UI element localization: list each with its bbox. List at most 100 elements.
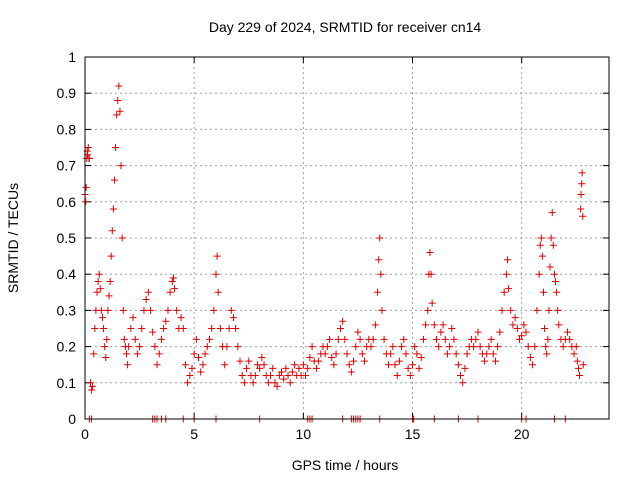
data-point [124, 361, 132, 369]
data-point [271, 379, 279, 387]
data-point [117, 162, 125, 170]
data-point [498, 306, 506, 314]
data-point [526, 353, 534, 361]
data-point [162, 317, 170, 325]
data-point [384, 361, 392, 369]
data-point [389, 343, 397, 351]
data-point [548, 209, 556, 217]
data-point [151, 343, 159, 351]
y-tick-label: 1 [68, 49, 76, 65]
data-point [82, 198, 90, 206]
data-point [387, 350, 395, 358]
data-point [343, 350, 351, 358]
data-point [345, 361, 353, 369]
data-point [216, 325, 224, 332]
y-tick-label: 0.2 [57, 339, 77, 355]
data-point [549, 241, 557, 249]
data-point [476, 343, 484, 351]
data-point [339, 317, 347, 325]
data-point [169, 274, 177, 282]
data-point [448, 325, 456, 332]
data-point [108, 227, 116, 235]
x-tick-label: 10 [296, 426, 312, 442]
data-point [459, 379, 467, 387]
data-point [131, 335, 139, 343]
data-point [184, 379, 192, 387]
data-point [511, 314, 519, 322]
data-point [485, 343, 493, 351]
data-point [286, 379, 294, 387]
data-point [332, 350, 340, 358]
data-point [264, 379, 272, 387]
data-point [186, 372, 194, 380]
data-point [330, 361, 338, 369]
data-point [177, 314, 185, 322]
data-point [136, 343, 144, 351]
data-point [406, 372, 414, 380]
data-point [356, 335, 364, 343]
data-point [377, 270, 385, 278]
data-point [127, 325, 135, 332]
data-point [491, 357, 499, 365]
y-ticks: 0 0.1 0.2 0.3 0.4 0.5 0.6 0.7 0.8 0.9 1 [57, 49, 609, 427]
data-point [315, 357, 323, 365]
data-point [513, 325, 521, 332]
data-point [195, 353, 203, 361]
data-point [570, 350, 578, 358]
data-point [142, 296, 150, 304]
data-point [529, 361, 537, 369]
data-point [120, 335, 128, 343]
data-point [536, 241, 544, 249]
data-point [140, 306, 148, 314]
data-point [96, 285, 104, 293]
data-point [240, 379, 248, 387]
data-point [437, 328, 445, 336]
data-point [280, 375, 288, 383]
data-point [374, 288, 382, 296]
data-point [106, 277, 114, 285]
data-point [105, 292, 113, 300]
data-point [535, 270, 543, 278]
data-point [234, 343, 242, 351]
data-point [577, 205, 585, 213]
data-point [282, 364, 290, 372]
data-point [107, 252, 115, 260]
data-point [417, 353, 425, 361]
data-point [360, 357, 368, 365]
data-point [223, 343, 231, 351]
data-point [112, 144, 120, 151]
data-point [441, 335, 449, 343]
data-point [543, 350, 551, 358]
data-point [461, 364, 469, 372]
data-point [97, 306, 105, 314]
data-point [489, 350, 497, 358]
data-point [538, 252, 546, 260]
data-point [86, 379, 94, 387]
data-point [402, 350, 410, 358]
data-point [133, 350, 141, 358]
data-point [395, 357, 403, 365]
data-point [547, 234, 555, 242]
data-point [354, 328, 362, 336]
data-point [208, 325, 216, 332]
data-point [380, 335, 388, 343]
x-tick-label: 20 [514, 426, 530, 442]
data-point [144, 288, 152, 296]
data-point [115, 82, 123, 90]
data-point [205, 335, 213, 343]
data-point [245, 357, 253, 365]
data-point [413, 350, 421, 358]
data-point [409, 361, 416, 369]
data-point [391, 361, 399, 369]
data-point [94, 277, 102, 285]
data-point [435, 343, 443, 351]
data-point [304, 364, 312, 372]
data-point [288, 368, 296, 376]
data-point [336, 325, 344, 332]
data-point [306, 353, 314, 361]
data-point [426, 248, 434, 256]
data-point [213, 252, 221, 260]
data-point [470, 343, 478, 351]
data-point [95, 270, 103, 278]
grid [85, 57, 609, 419]
